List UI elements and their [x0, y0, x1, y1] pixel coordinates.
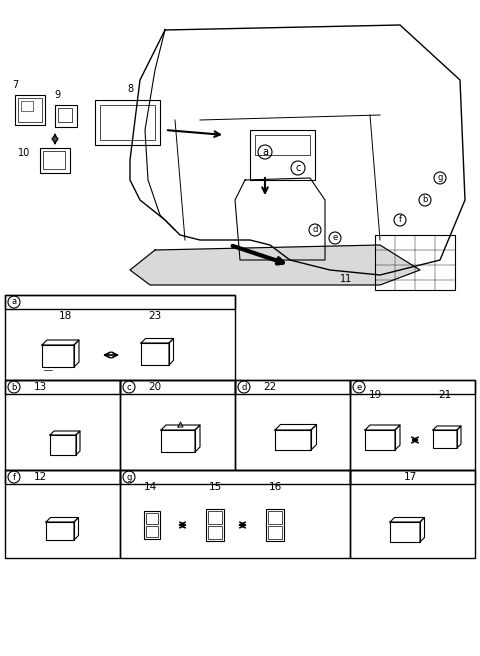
Bar: [146, 513, 158, 524]
Bar: [235, 380, 350, 470]
Text: 18: 18: [59, 311, 72, 321]
Text: e: e: [332, 234, 337, 243]
Bar: [266, 509, 284, 541]
Bar: [268, 526, 282, 539]
Bar: [235, 380, 350, 394]
Polygon shape: [130, 245, 420, 285]
Bar: [250, 130, 315, 180]
Bar: [350, 380, 475, 394]
Bar: [268, 511, 282, 524]
Bar: [5, 295, 235, 380]
Bar: [120, 470, 350, 484]
Bar: [5, 470, 120, 558]
Text: c: c: [295, 163, 300, 173]
Bar: [375, 235, 455, 290]
Text: e: e: [356, 382, 361, 392]
Bar: [95, 100, 160, 145]
Text: a: a: [262, 147, 268, 157]
Bar: [5, 295, 235, 309]
Bar: [206, 509, 224, 541]
Text: c: c: [127, 382, 132, 392]
Text: 8: 8: [127, 84, 133, 94]
Bar: [21, 101, 33, 111]
Bar: [350, 470, 475, 558]
Text: 23: 23: [148, 311, 162, 321]
Text: 17: 17: [403, 472, 417, 482]
Text: 16: 16: [268, 482, 282, 492]
Text: 11: 11: [340, 274, 352, 284]
Bar: [144, 511, 160, 539]
Text: 20: 20: [148, 382, 162, 392]
Bar: [350, 380, 475, 470]
Bar: [120, 470, 350, 558]
Text: b: b: [12, 382, 17, 392]
Text: 13: 13: [34, 382, 47, 392]
Text: b: b: [422, 195, 428, 205]
Bar: [208, 511, 222, 524]
Bar: [40, 148, 70, 173]
Text: d: d: [241, 382, 247, 392]
Bar: [15, 95, 45, 125]
Bar: [208, 526, 222, 539]
Text: a: a: [12, 298, 17, 306]
Bar: [58, 108, 72, 122]
Text: g: g: [126, 472, 132, 482]
Text: 21: 21: [438, 390, 452, 400]
Text: 15: 15: [208, 482, 222, 492]
Bar: [5, 380, 120, 394]
Bar: [255, 135, 310, 155]
Bar: [120, 380, 235, 470]
Text: 9: 9: [54, 90, 60, 100]
Bar: [146, 526, 158, 537]
Text: f: f: [398, 216, 401, 224]
Text: 14: 14: [144, 482, 156, 492]
Text: 19: 19: [368, 390, 382, 400]
Text: f: f: [12, 472, 15, 482]
Bar: [350, 470, 475, 484]
Bar: [100, 105, 155, 140]
Text: g: g: [437, 173, 443, 182]
Bar: [18, 98, 42, 122]
Text: 12: 12: [34, 472, 47, 482]
Bar: [43, 151, 65, 169]
Text: 7: 7: [12, 80, 18, 90]
Text: d: d: [312, 226, 318, 234]
Text: 10: 10: [18, 148, 30, 158]
Bar: [120, 380, 235, 394]
Bar: [55, 105, 77, 127]
Bar: [5, 470, 120, 484]
Text: 22: 22: [264, 382, 276, 392]
Bar: [5, 380, 120, 470]
